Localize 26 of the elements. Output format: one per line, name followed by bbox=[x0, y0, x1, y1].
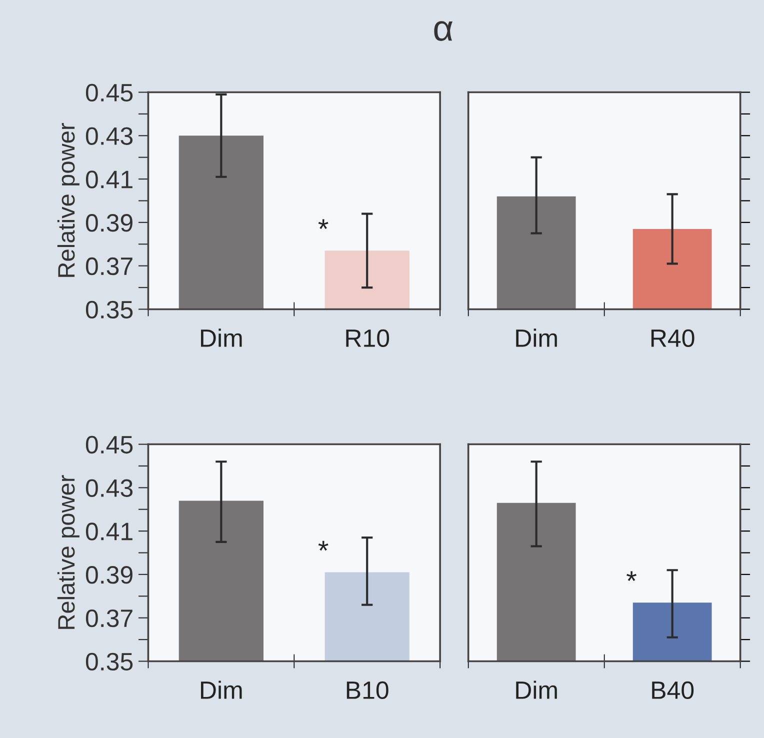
y-tick-label: 0.43 bbox=[86, 127, 133, 145]
y-tick-label: 0.35 bbox=[86, 300, 133, 319]
y-tick-label: 0.41 bbox=[86, 170, 132, 188]
y-axis-title: Relative power bbox=[57, 123, 80, 277]
y-tick-label: 0.39 bbox=[86, 214, 132, 232]
y-tick-label: 0.45 bbox=[86, 84, 133, 102]
x-tick-label: Dim bbox=[516, 680, 557, 699]
x-tick-label: B10 bbox=[346, 681, 388, 700]
y-tick-label: 0.35 bbox=[86, 652, 133, 671]
y-tick-label: 0.37 bbox=[86, 609, 132, 628]
x-tick-label: Dim bbox=[201, 328, 242, 347]
annotation: * bbox=[318, 540, 328, 551]
y-tick-label: 0.39 bbox=[86, 566, 132, 584]
x-tick-label: R40 bbox=[651, 329, 694, 348]
x-tick-label: Dim bbox=[201, 680, 242, 699]
annotation: * bbox=[318, 219, 328, 230]
chart-title: α bbox=[434, 21, 453, 41]
y-axis-title: Relative power bbox=[57, 475, 80, 629]
y-tick-label: 0.45 bbox=[86, 436, 133, 454]
x-tick-label: R10 bbox=[346, 329, 390, 348]
y-tick-label: 0.43 bbox=[86, 479, 133, 497]
x-tick-label: Dim bbox=[516, 328, 557, 347]
annotation: * bbox=[626, 571, 636, 582]
y-tick-label: 0.41 bbox=[86, 522, 132, 540]
y-tick-label: 0.37 bbox=[86, 257, 132, 276]
x-tick-label: B40 bbox=[652, 681, 694, 700]
